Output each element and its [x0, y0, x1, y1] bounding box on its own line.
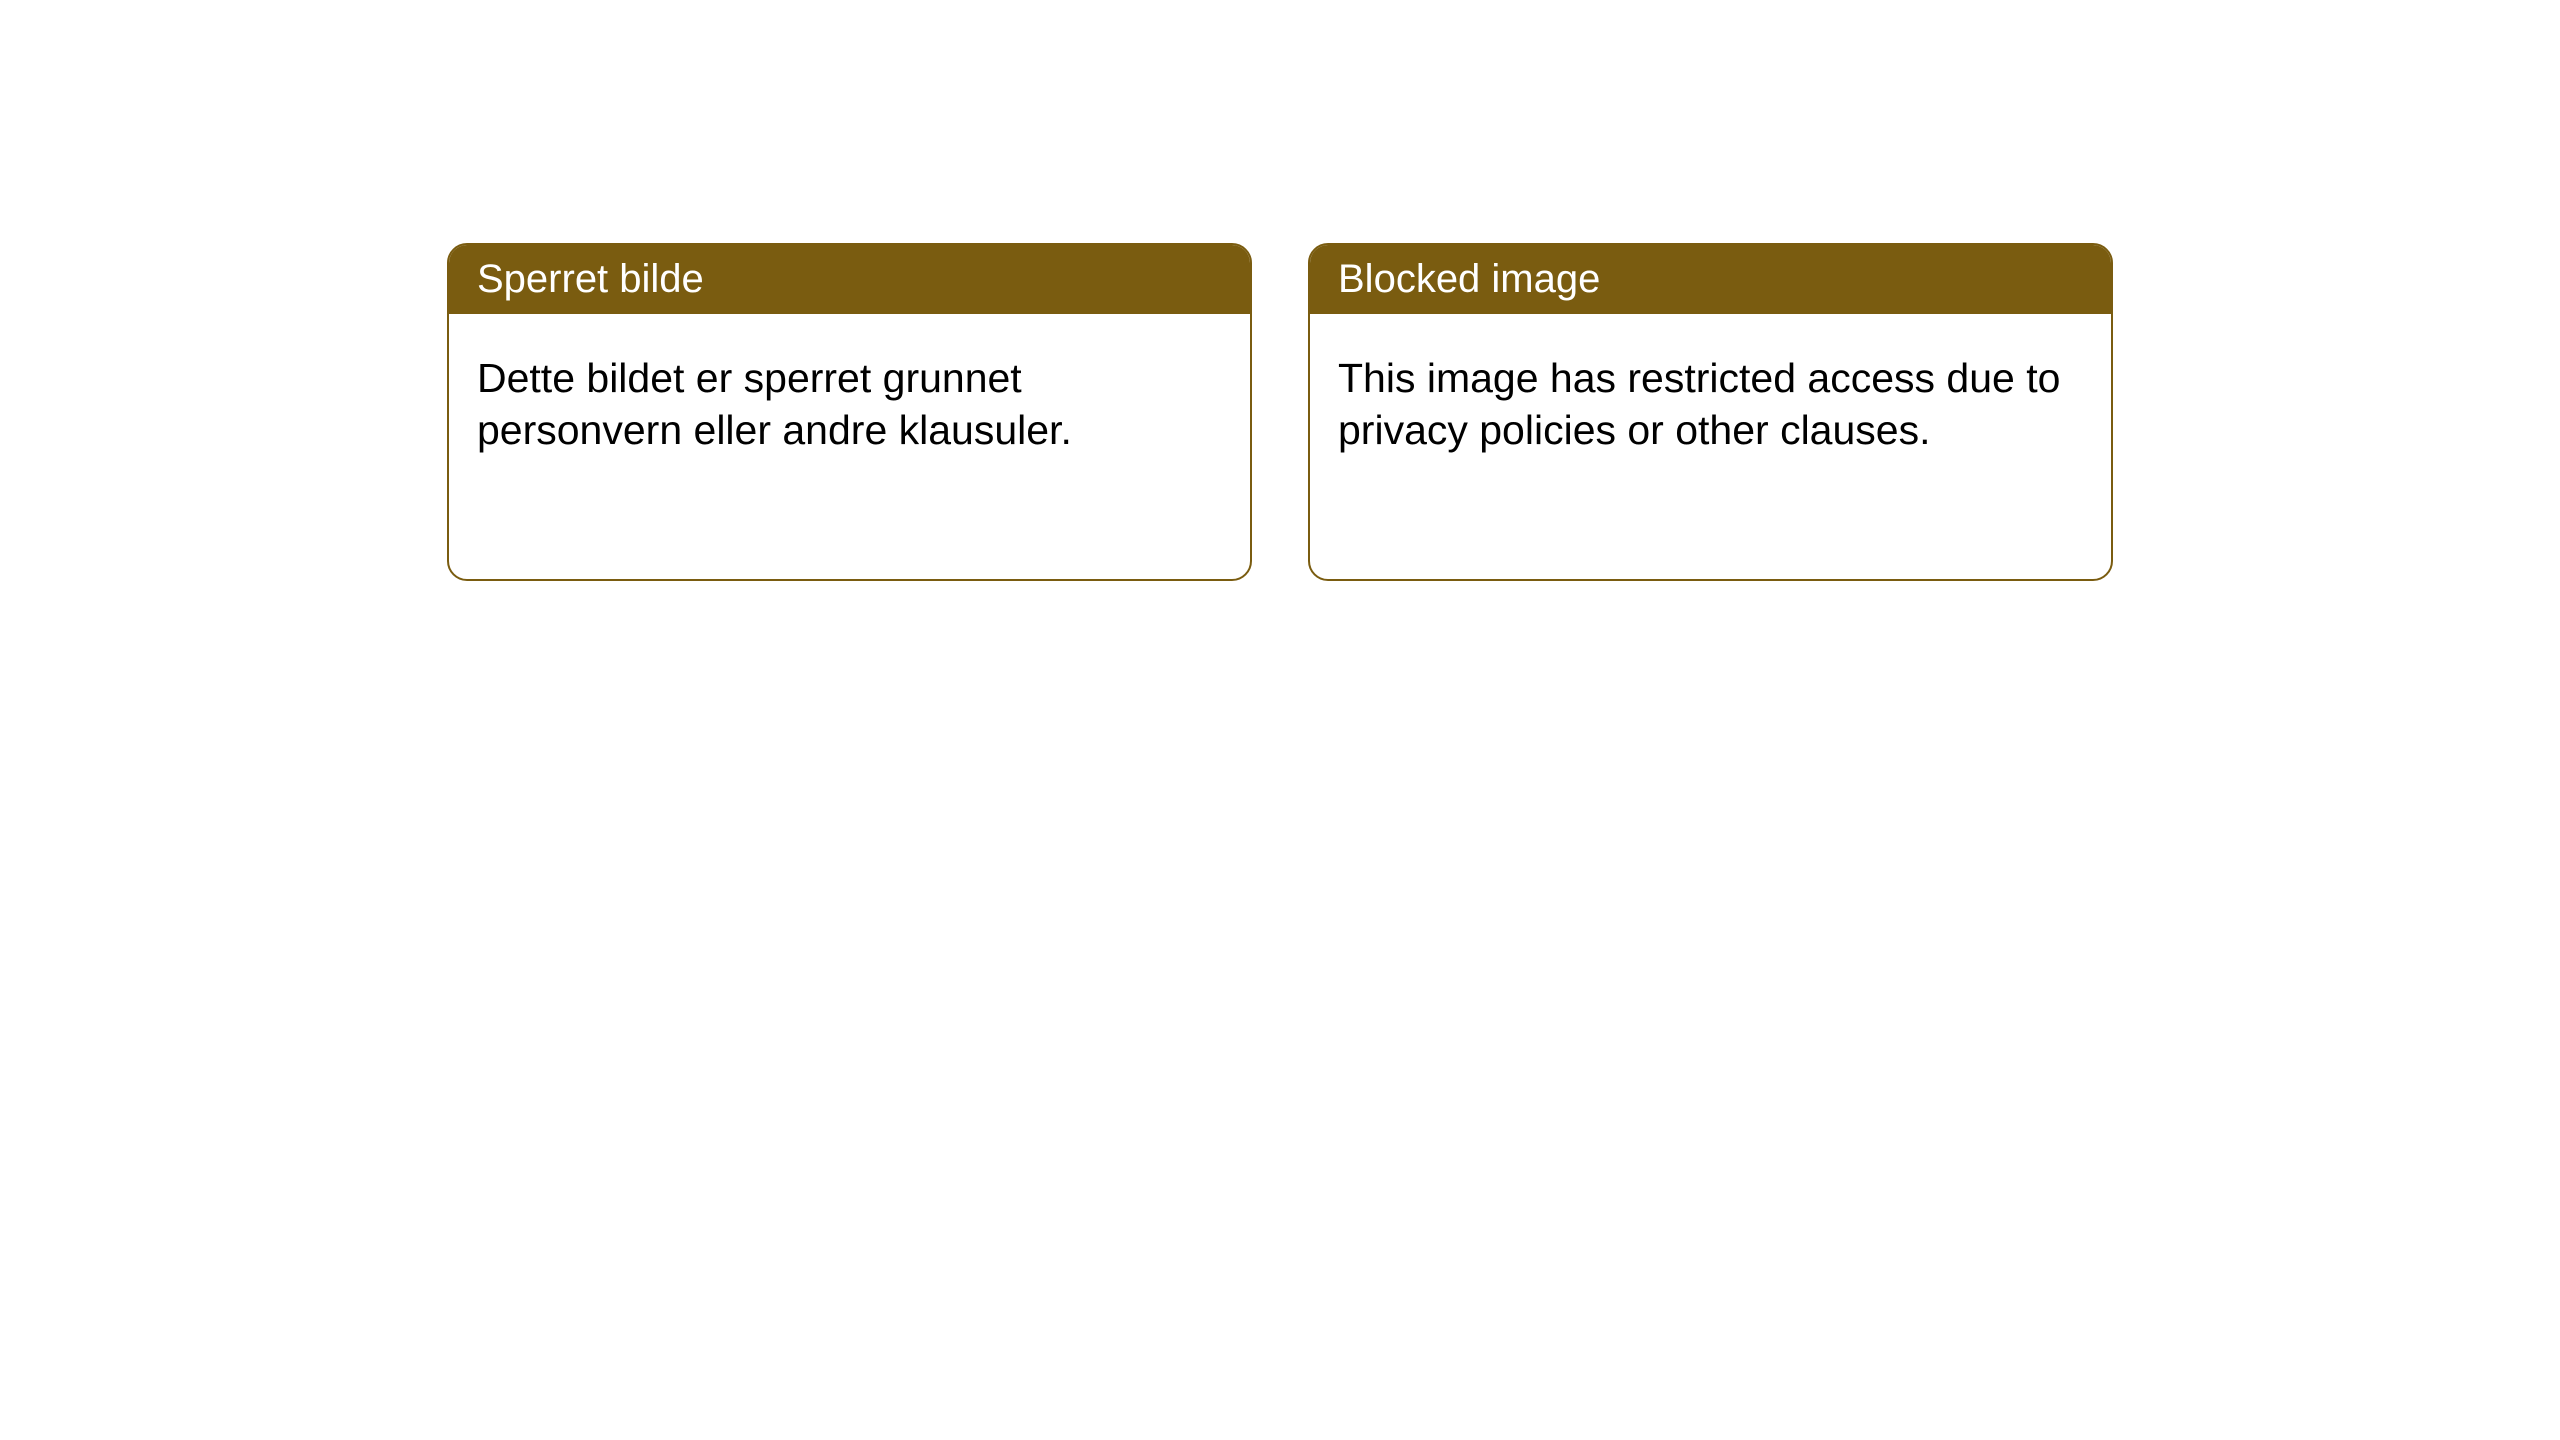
notice-card-norwegian: Sperret bilde Dette bildet er sperret gr… — [447, 243, 1252, 581]
notice-cards-container: Sperret bilde Dette bildet er sperret gr… — [447, 243, 2113, 1440]
notice-card-english: Blocked image This image has restricted … — [1308, 243, 2113, 581]
card-header-norwegian: Sperret bilde — [449, 245, 1250, 314]
card-body-english: This image has restricted access due to … — [1310, 314, 2111, 494]
card-body-norwegian: Dette bildet er sperret grunnet personve… — [449, 314, 1250, 494]
card-header-english: Blocked image — [1310, 245, 2111, 314]
